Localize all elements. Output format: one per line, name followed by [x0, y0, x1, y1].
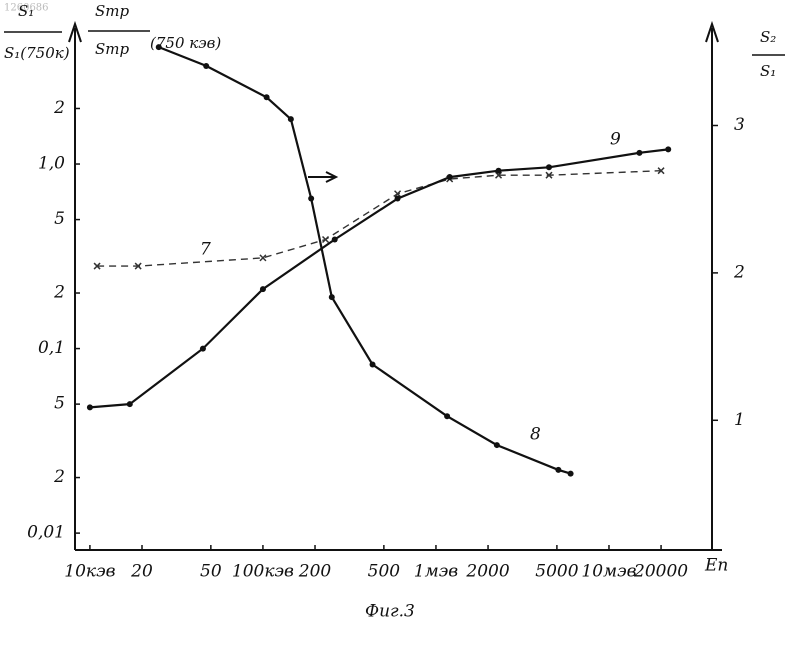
- x-tick-label: 2000: [465, 562, 509, 582]
- point: [494, 442, 500, 448]
- caption: Фиг.3: [365, 602, 415, 622]
- curve-label: 8: [530, 425, 541, 445]
- x-tick-label: 200: [298, 562, 332, 582]
- x-tick-label: 100кэв: [232, 562, 294, 582]
- y-axis: [69, 24, 81, 550]
- y2-tick-label: 3: [734, 115, 745, 135]
- curve-label: 7: [200, 240, 211, 260]
- y-label: Sтр: [95, 2, 129, 20]
- direction-arrow: [308, 172, 336, 182]
- x-tick-label: 10кэв: [64, 562, 115, 582]
- point: [329, 294, 335, 300]
- x-tick-label: 50: [200, 562, 222, 582]
- point: [496, 168, 502, 174]
- point: [200, 346, 206, 352]
- point: [264, 94, 270, 100]
- point: [308, 196, 314, 202]
- y-tick-label: 5: [54, 209, 65, 229]
- x-tick-label: 1мэв: [414, 562, 458, 582]
- point: [636, 150, 642, 156]
- y2-tick-label: 1: [734, 410, 745, 430]
- y2-axis: [706, 24, 718, 550]
- x-tick-label: 10мэв: [581, 562, 636, 582]
- point: [370, 361, 376, 367]
- x-axis-label: Eп: [704, 556, 728, 576]
- curve-label: 9: [610, 130, 621, 150]
- point: [395, 196, 401, 202]
- point: [260, 286, 266, 292]
- point: [444, 413, 450, 419]
- point: [203, 63, 209, 69]
- y-tick-label: 0,01: [27, 523, 65, 543]
- point: [127, 401, 133, 407]
- y-tick-label: 5: [54, 394, 65, 414]
- x-tick-label: 5000: [535, 562, 578, 582]
- point: [555, 467, 561, 473]
- point: [665, 146, 671, 152]
- chart: 1260686 Фиг.3 Eп S₁ S₁(750к) Sтр Sтр (75…: [0, 0, 800, 670]
- y-label: Sтр: [95, 40, 129, 58]
- y-label: S₁(750к): [4, 44, 70, 62]
- point: [568, 471, 574, 477]
- x-tick-label: 20000: [633, 562, 688, 582]
- y2-label: S₁: [760, 62, 776, 80]
- y-tick-label: 1,0: [38, 154, 65, 174]
- x-tick-label: 20: [130, 562, 153, 582]
- point: [288, 116, 294, 122]
- point: [87, 404, 93, 410]
- series-line: [97, 171, 661, 266]
- y-label: S₁: [18, 2, 34, 20]
- y2-tick-label: 2: [733, 262, 745, 282]
- y2-label: S₂: [760, 28, 776, 46]
- point: [156, 44, 162, 50]
- y-tick-label: 2: [53, 467, 65, 487]
- y-tick-label: 2: [53, 98, 65, 118]
- y-tick-label: 2: [53, 283, 65, 303]
- point: [447, 174, 453, 180]
- x-tick-label: 500: [368, 562, 401, 582]
- point: [332, 236, 338, 242]
- point: [546, 164, 552, 170]
- y-tick-label: 0,1: [38, 338, 65, 358]
